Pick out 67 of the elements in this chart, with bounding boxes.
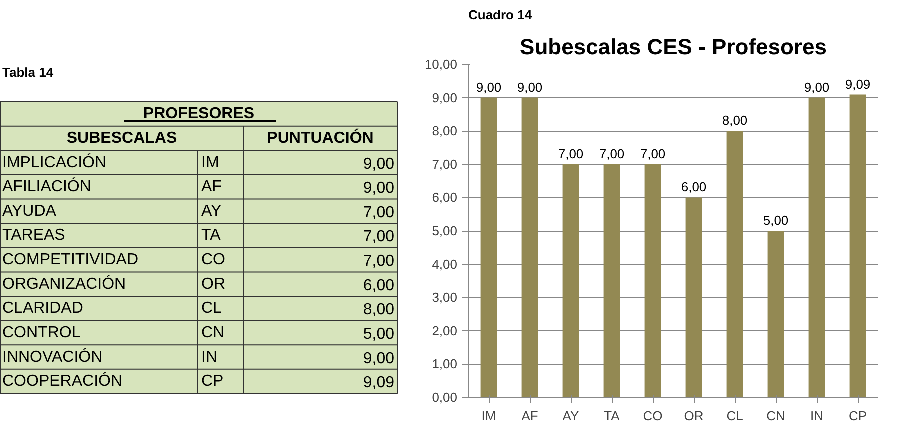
category-label: OR [202, 276, 226, 293]
text: COOPERACIÓN [2, 372, 123, 390]
text: 9,00 [363, 180, 394, 198]
text: IMPLICACIÓN [2, 153, 107, 172]
y-tick-label: 0,00 [432, 390, 458, 405]
x-tick-label: IM [482, 408, 496, 424]
x-tick-label: CL [726, 408, 744, 424]
text: AYUDA [2, 202, 57, 220]
text: AFILIACIÓN [2, 178, 92, 196]
category-label: CO [202, 252, 226, 269]
category-label: IN [202, 348, 218, 366]
text: 8,00 [363, 302, 394, 319]
x-tick-label: CP [848, 408, 868, 424]
text: Cuadro 14 [468, 8, 533, 22]
x-tick-label: CN [766, 408, 786, 424]
x-tick-label: TA [604, 408, 620, 424]
text: 9,09 [363, 374, 394, 392]
data-label: 8,00 [722, 113, 748, 128]
chart-title: Subescalas CES - Profesores [520, 34, 827, 60]
text: ORGANIZACIÓN [2, 274, 126, 293]
text: 9,00 [363, 156, 394, 173]
category-label: AY [202, 202, 222, 220]
category-label: AF [202, 178, 222, 196]
category-label: CN [202, 324, 225, 342]
category-label: TA [202, 227, 221, 244]
y-tick-label: 6,00 [432, 190, 458, 206]
y-tick-label: 4,00 [432, 256, 458, 272]
text: Tabla 14 [2, 64, 54, 80]
x-tick-label: CO [643, 408, 663, 424]
y-tick-label: 10,00 [424, 57, 458, 72]
x-tick-label: OR [684, 408, 704, 424]
y-tick-label: 3,00 [432, 290, 458, 306]
text: INNOVACIÓN [2, 348, 103, 366]
x-tick-label: AY [562, 408, 580, 424]
data-label: 7,00 [640, 146, 666, 162]
data-label: 9,09 [845, 76, 871, 92]
data-label: 9,00 [804, 80, 830, 95]
data-label: 7,00 [599, 146, 625, 162]
text: 9,00 [363, 350, 394, 368]
text: TAREAS [2, 227, 66, 244]
y-tick-label: 9,00 [432, 90, 458, 106]
text: PROFESORES [143, 106, 255, 123]
text: CONTROL [2, 324, 81, 342]
x-tick-label: IN [810, 408, 824, 424]
x-tick-label: AF [522, 408, 538, 424]
text: 7,00 [363, 204, 394, 222]
data-label: 6,00 [681, 180, 707, 195]
text: SUBESCALAS [66, 130, 178, 147]
y-tick-label: 7,00 [432, 156, 458, 172]
data-label: 5,00 [763, 213, 789, 228]
text: 6,00 [363, 277, 394, 294]
text: 7,00 [363, 228, 394, 246]
data-label: 9,00 [476, 80, 502, 95]
data-label: 7,00 [558, 146, 584, 162]
data-label: 9,00 [517, 80, 543, 95]
category-label: CL [202, 300, 222, 318]
text: 5,00 [363, 326, 394, 343]
y-tick-label: 1,00 [432, 356, 458, 372]
category-label: IM [202, 154, 220, 172]
y-tick-label: 8,00 [432, 124, 458, 139]
text: COMPETITIVIDAD [2, 252, 139, 269]
text: 7,00 [363, 253, 394, 270]
category-label: CP [202, 373, 224, 390]
text: CLARIDAD [2, 300, 84, 318]
text: PUNTUACIÓN [267, 128, 374, 147]
y-tick-label: 5,00 [432, 224, 458, 238]
y-tick-label: 2,00 [432, 323, 458, 338]
